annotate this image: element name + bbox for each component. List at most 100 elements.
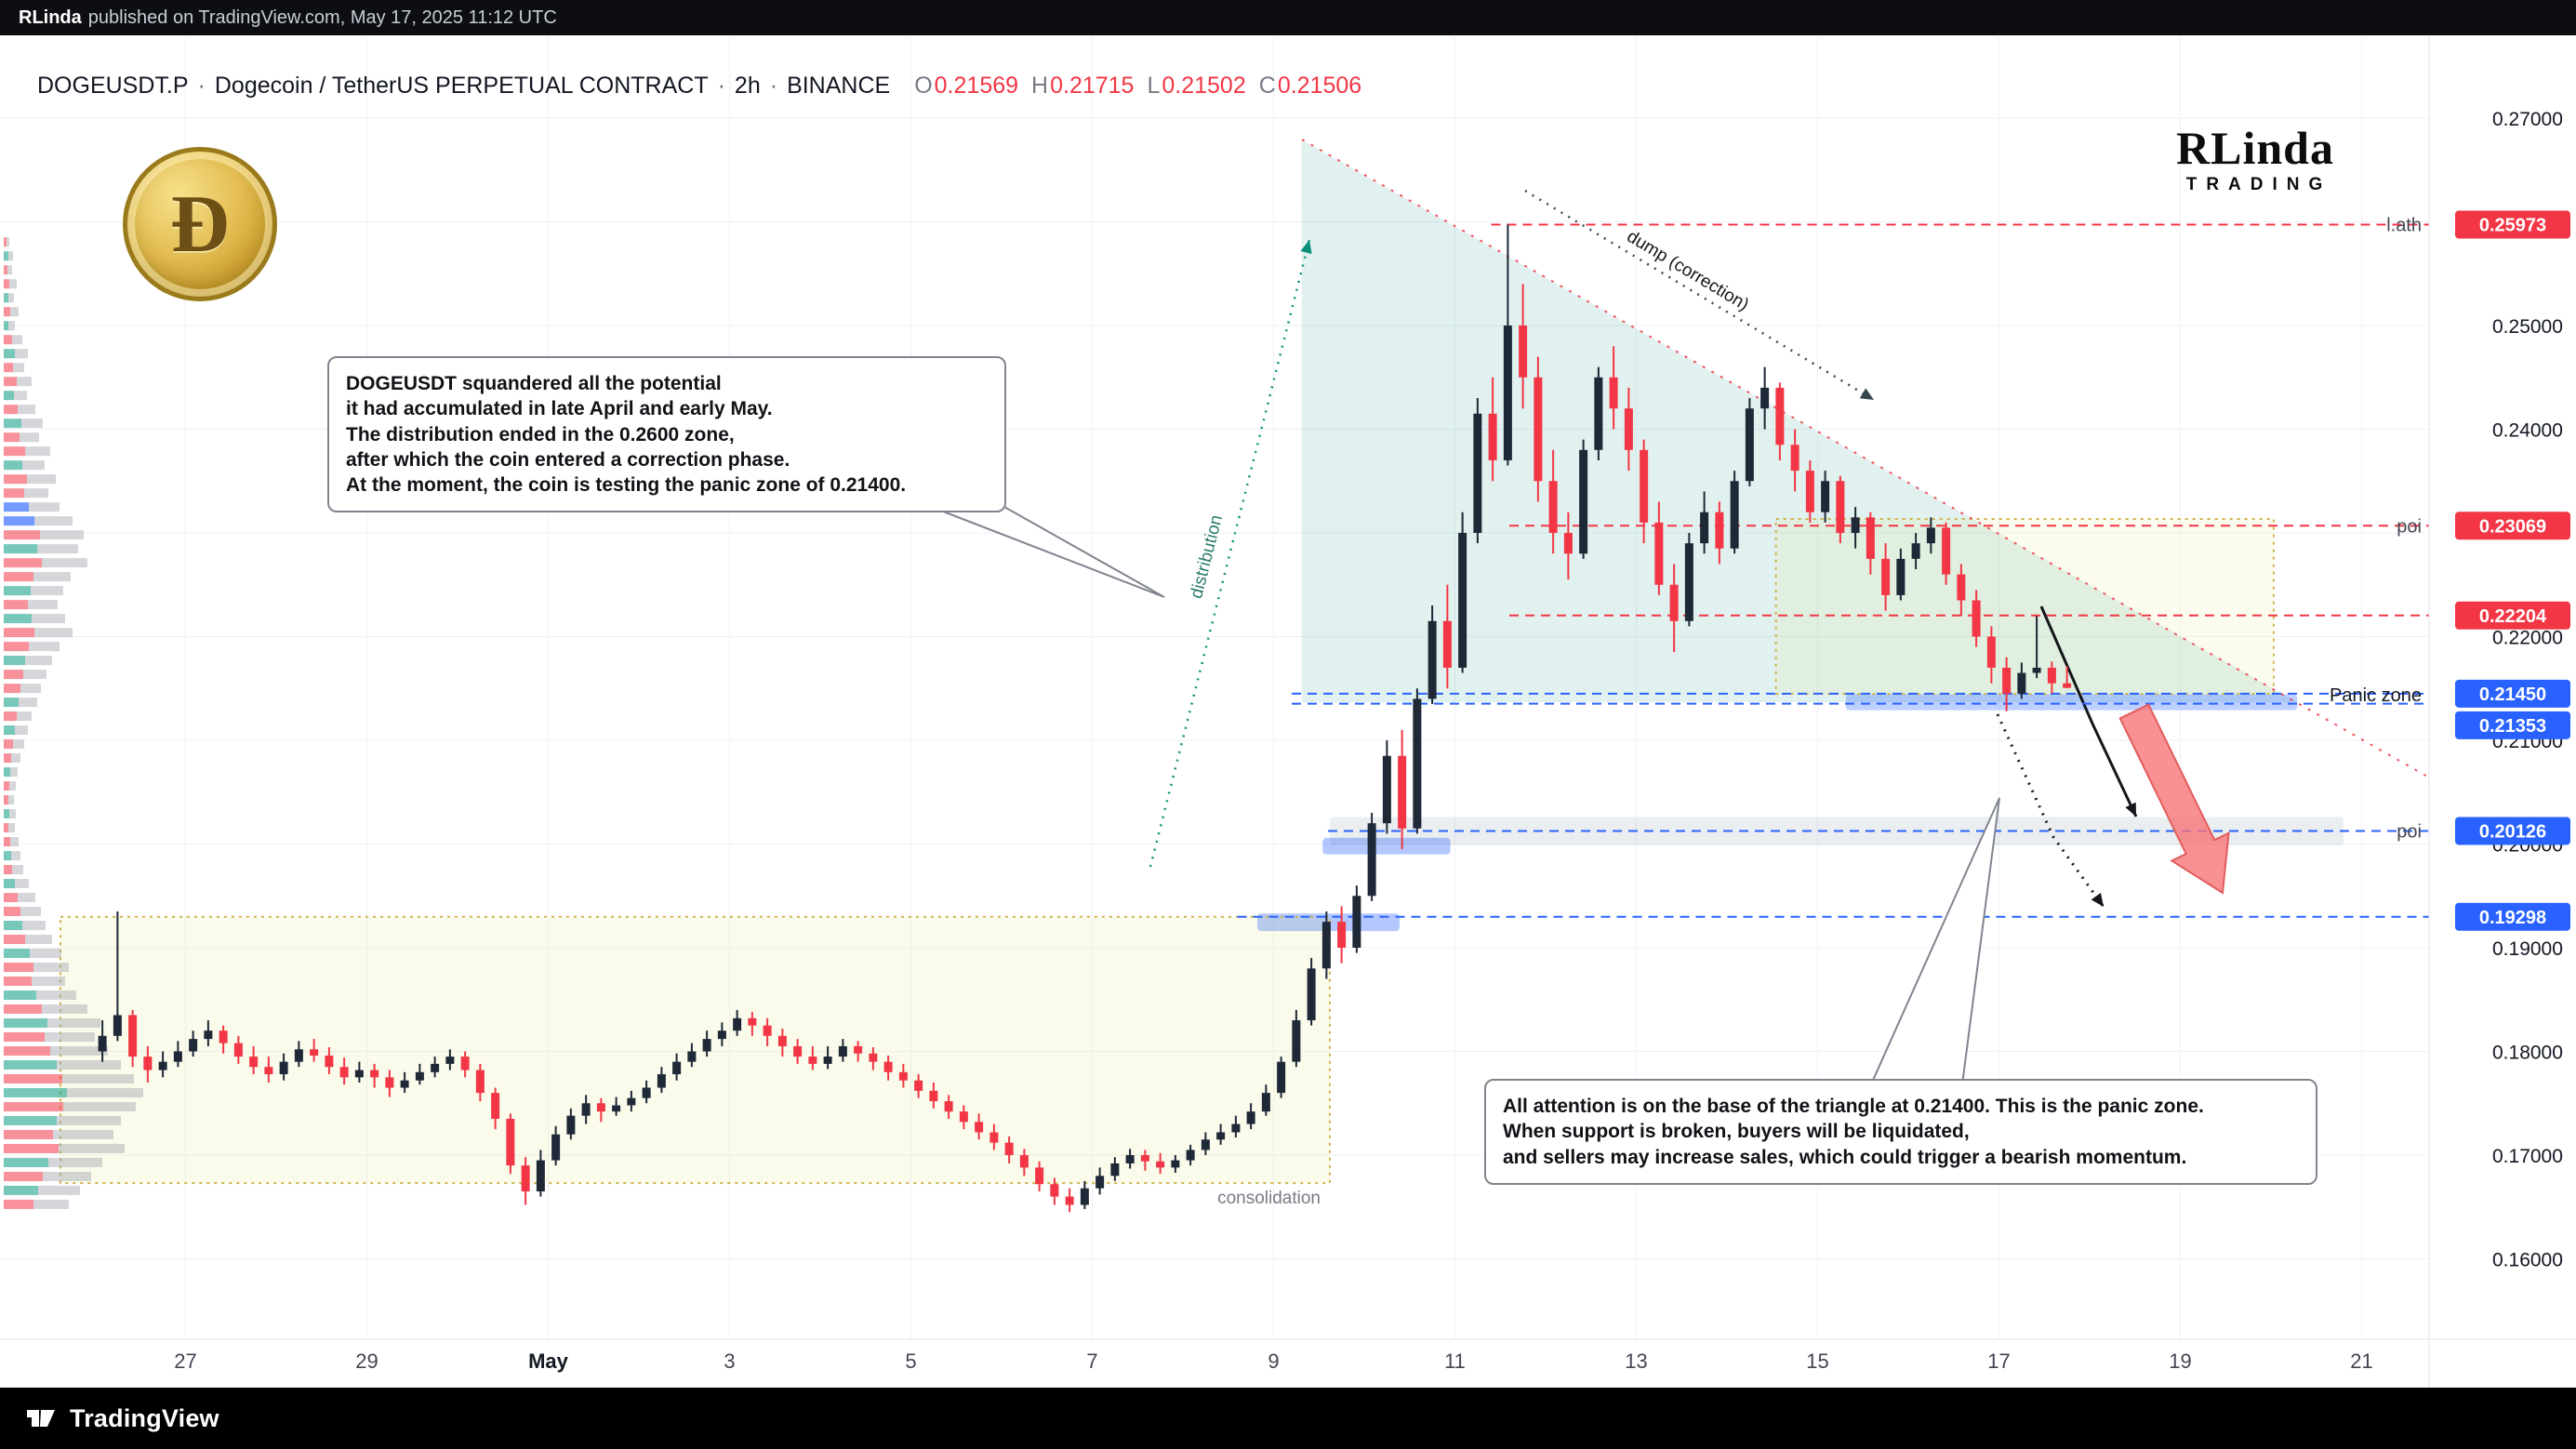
candle-body	[596, 1103, 605, 1112]
volume-profile-bar	[4, 335, 12, 345]
high-label: H	[1031, 73, 1049, 99]
price-tag-value: 0.20126	[2479, 821, 2546, 842]
ohlc-readout: O 0.21569 H 0.21715 L 0.21502 C 0.21506	[914, 73, 1361, 100]
price-tick-label: 0.27000	[2492, 109, 2563, 130]
candle-body	[1004, 1142, 1014, 1155]
time-tick-label: 19	[2169, 1349, 2191, 1373]
volume-profile-bar	[4, 893, 18, 903]
volume-profile-bar	[27, 474, 56, 485]
panic-zone-strip	[1845, 694, 2298, 711]
callout-line: All attention is on the base of the tria…	[1503, 1096, 2204, 1117]
separator: ·	[769, 73, 778, 99]
dump-correction-arrow	[1524, 189, 1875, 402]
candle-body	[325, 1055, 334, 1068]
brand-subtitle: TRADING	[2185, 175, 2332, 194]
tradingview-wordmark[interactable]: TradingView	[70, 1403, 219, 1432]
callout-line: DOGEUSDT squandered all the potential	[346, 373, 722, 394]
candle-body	[1745, 408, 1754, 482]
volume-profile-bar	[4, 363, 13, 373]
candle-body	[1654, 522, 1664, 585]
price-tag	[2455, 601, 2570, 630]
candle-body	[1201, 1139, 1210, 1150]
candle-body	[1321, 922, 1331, 969]
volume-profile-bar	[4, 1004, 42, 1015]
volume-profile-bar	[48, 1157, 102, 1167]
candle-body	[279, 1061, 288, 1075]
volume-profile-bar	[25, 656, 52, 666]
candle-body	[460, 1057, 470, 1070]
support-zone-20126	[1322, 837, 1451, 855]
time-tick-label: 11	[1444, 1349, 1466, 1373]
downtrend-dotted-line	[1301, 139, 2430, 778]
candle-body	[1836, 481, 1845, 533]
candle-body	[536, 1160, 545, 1192]
volume-profile-bar	[17, 711, 32, 722]
candle-body	[1140, 1155, 1149, 1162]
candle-body	[883, 1061, 893, 1072]
candle-body	[748, 1017, 757, 1026]
volume-profile-bar	[8, 321, 15, 331]
candle-body	[1624, 408, 1633, 450]
candle-body	[989, 1132, 999, 1143]
volume-profile-bar	[4, 656, 25, 666]
callout-line: it had accumulated in late April and ear…	[346, 398, 773, 420]
tradingview-logo-icon[interactable]	[24, 1402, 58, 1435]
projection-arrow-solid-head	[2125, 802, 2136, 817]
volume-profile-bar	[4, 474, 27, 485]
volume-profile-bar	[4, 739, 13, 750]
volume-profile-bar	[57, 1059, 121, 1070]
candle-body	[808, 1057, 817, 1064]
candle-body	[2047, 667, 2056, 684]
time-tick-label: 5	[905, 1349, 916, 1373]
volume-profile-bar	[45, 1031, 95, 1042]
volume-profile-bar	[25, 935, 52, 945]
candle-body	[687, 1051, 697, 1062]
candle-body	[1640, 449, 1649, 523]
candle-body	[204, 1030, 213, 1040]
candle-body	[672, 1061, 682, 1075]
volume-profile-bar	[4, 293, 8, 303]
publisher-name: RLinda	[19, 7, 82, 28]
level-note: Panic zone	[2330, 685, 2422, 706]
volume-profile-bar	[4, 377, 17, 387]
candle-body	[431, 1063, 440, 1072]
candle-body	[944, 1101, 953, 1112]
volume-profile-bar	[37, 544, 78, 554]
volume-profile-bar	[32, 977, 65, 987]
poi-box	[1774, 517, 2275, 696]
level-note: poi	[2397, 821, 2422, 842]
volume-profile-bar	[12, 335, 22, 345]
candle-body	[143, 1057, 153, 1070]
volume-profile-bar	[4, 502, 29, 512]
interval-label[interactable]: 2h	[734, 73, 761, 99]
candle-body	[1926, 527, 1935, 544]
volume-profile-bar	[4, 977, 32, 987]
volume-profile-bar	[4, 251, 8, 261]
volume-profile-bar	[4, 684, 20, 694]
candle-body	[310, 1049, 319, 1056]
volume-profile-bar	[4, 544, 37, 554]
dump-label: dump (correction)	[1624, 227, 1752, 315]
candle-body	[1534, 377, 1543, 482]
candle-body	[1398, 755, 1407, 829]
symbol-name[interactable]: DOGEUSDT.P	[37, 73, 189, 99]
volume-profile-bar	[28, 600, 58, 610]
volume-profile-bar	[47, 1017, 100, 1028]
volume-profile-bar	[10, 307, 19, 317]
volume-profile-bar	[4, 1073, 62, 1083]
volume-profile-bar	[20, 907, 41, 917]
candle-body	[642, 1087, 651, 1098]
candle-body	[1911, 543, 1920, 559]
separator: ·	[717, 73, 725, 99]
candle-body	[249, 1057, 259, 1068]
volume-profile-bar	[4, 446, 25, 457]
volume-profile-bar	[4, 614, 32, 624]
volume-profile-bar	[67, 1087, 143, 1097]
candle-body	[506, 1118, 515, 1166]
volume-profile-bar	[4, 921, 22, 931]
volume-profile-bar	[22, 460, 45, 471]
candle-body	[777, 1035, 787, 1046]
volume-profile-bar	[62, 1073, 134, 1083]
dogecoin-logo: Đ	[123, 147, 277, 301]
